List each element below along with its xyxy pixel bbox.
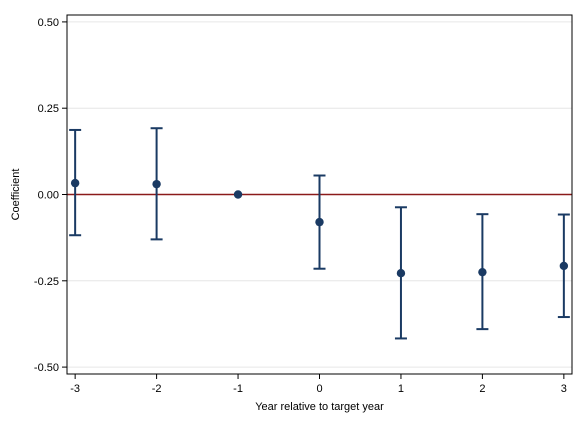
y-tick-label: 0.25 [38, 103, 59, 115]
coefficient-point [315, 217, 324, 227]
coefficient-point [233, 190, 243, 199]
x-tick-label: -2 [152, 383, 162, 395]
coefficient-point [70, 178, 80, 188]
coefficient-point [559, 261, 569, 271]
coefficient-point [478, 267, 487, 277]
coefficient-point [396, 269, 406, 278]
x-tick-label: 1 [398, 383, 404, 395]
y-axis-title: Coefficient [10, 169, 22, 221]
y-tick-label: 0.50 [38, 17, 59, 29]
coefficient-point [152, 179, 161, 189]
coefficient-points [70, 178, 569, 278]
x-tick-label: -1 [233, 383, 243, 395]
y-tick-label: -0.25 [34, 276, 59, 288]
x-axis-title: Year relative to target year [255, 401, 384, 413]
x-tick-label: 2 [479, 383, 485, 395]
x-tick-label: 0 [316, 383, 322, 395]
x-tick-label: 3 [561, 383, 567, 395]
x-axis: -3 -2 -1 0 1 2 3 [70, 374, 567, 395]
y-tick-label: 0.00 [38, 190, 59, 202]
y-tick-label: -0.50 [34, 362, 59, 374]
y-axis: 0.50 0.25 0.00 -0.25 -0.50 [34, 17, 67, 374]
x-tick-label: -3 [70, 383, 80, 395]
